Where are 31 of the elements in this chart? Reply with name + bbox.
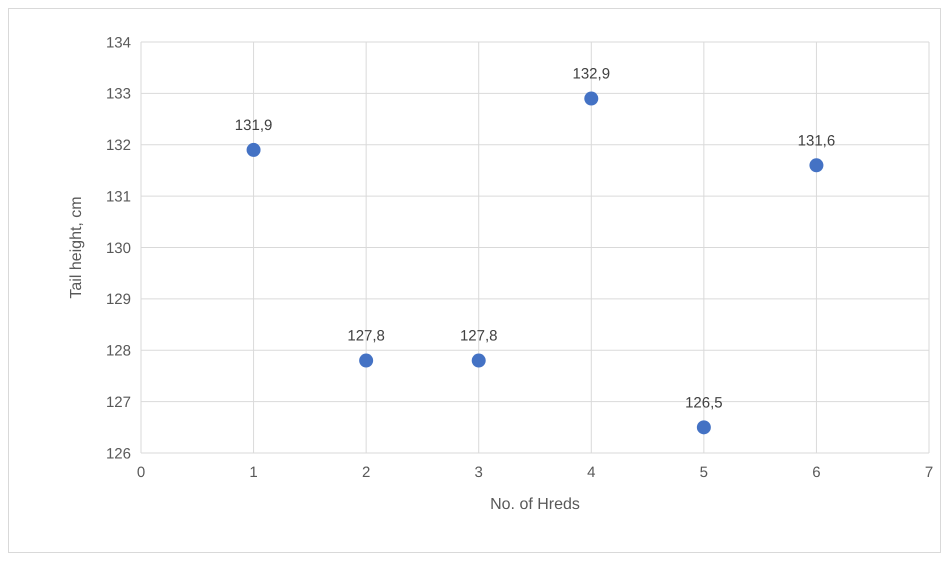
x-tick-label: 7 bbox=[924, 464, 934, 481]
x-axis-title: No. of Hreds bbox=[490, 496, 580, 513]
y-tick-label: 134 bbox=[106, 34, 131, 52]
x-tick-label: 6 bbox=[812, 464, 821, 481]
data-label: 132,9 bbox=[572, 66, 610, 83]
y-tick-label: 129 bbox=[106, 291, 131, 308]
data-label: 127,8 bbox=[460, 328, 498, 345]
x-tick-label: 1 bbox=[249, 464, 258, 481]
data-label: 131,9 bbox=[234, 116, 272, 134]
point bbox=[359, 354, 374, 368]
x-tick-label: 0 bbox=[136, 464, 146, 481]
data-label: 126,5 bbox=[685, 394, 723, 412]
point bbox=[584, 92, 598, 106]
y-tick-label: 132 bbox=[106, 137, 131, 154]
y-axis-title: Tail height, cm bbox=[68, 196, 85, 299]
x-tick-label: 2 bbox=[362, 464, 370, 481]
y-tick-label: 128 bbox=[106, 342, 131, 360]
point bbox=[696, 420, 711, 434]
x-tick-label: 4 bbox=[587, 464, 596, 481]
y-tick-label: 127 bbox=[106, 394, 131, 411]
y-tick-label: 126 bbox=[106, 445, 131, 462]
x-tick-label: 3 bbox=[474, 464, 483, 481]
point bbox=[809, 158, 824, 172]
y-tick-label: 130 bbox=[106, 240, 131, 257]
point bbox=[472, 354, 486, 368]
y-tick-label: 131 bbox=[106, 188, 131, 206]
point bbox=[246, 142, 261, 157]
data-label: 127,8 bbox=[347, 328, 385, 345]
x-tick-label: 5 bbox=[700, 464, 708, 481]
y-tick-label: 133 bbox=[106, 86, 131, 103]
data-label: 131,6 bbox=[798, 132, 836, 150]
